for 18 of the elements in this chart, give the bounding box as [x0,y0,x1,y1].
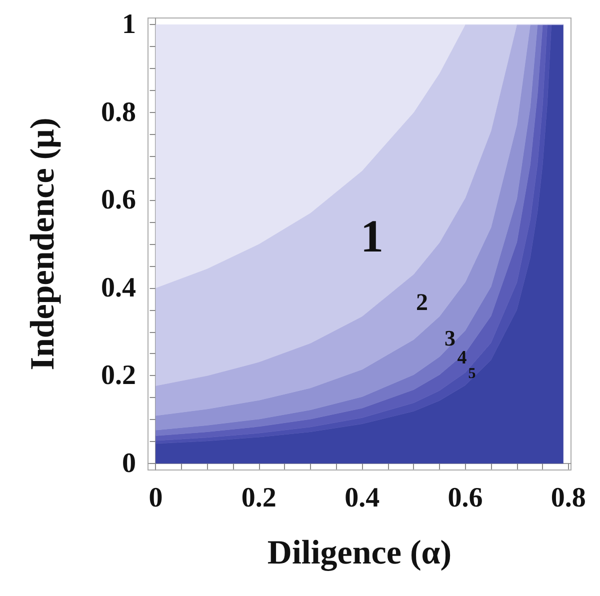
x-tick-label: 0.6 [448,482,483,514]
annotation: 2 [416,290,428,316]
annotation: 5 [468,366,476,382]
y-tick-label: 0.8 [101,96,136,128]
x-axis-title: Diligence (α) [267,534,452,572]
annotation: 3 [444,326,456,350]
x-tick-label: 0.4 [344,482,380,514]
x-tick-label: 0 [148,482,163,514]
y-tick-label: 1 [122,9,136,40]
annotation: 4 [457,348,468,368]
x-tick-label: 0.8 [550,482,586,514]
annotation: 1 [360,210,384,262]
y-tick-label: 0.4 [101,272,136,304]
y-tick-label: 0 [122,448,136,479]
y-axis-title: Independence (μ) [24,118,62,370]
y-tick-label: 0.2 [101,360,136,392]
y-tick-label: 0.6 [101,184,136,216]
x-tick-label: 0.2 [241,482,276,514]
